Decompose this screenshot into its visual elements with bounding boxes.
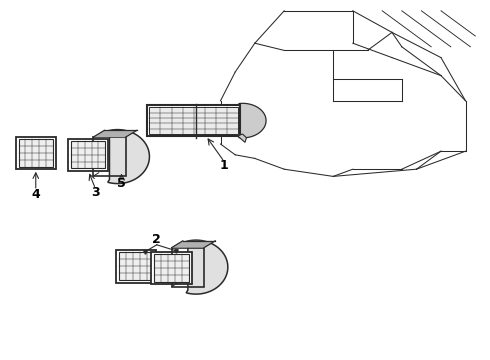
Polygon shape	[108, 130, 149, 184]
Bar	[71, 141, 105, 168]
Bar	[19, 139, 53, 167]
Bar	[68, 139, 108, 171]
Polygon shape	[186, 240, 228, 294]
Bar	[116, 250, 156, 283]
Text: 5: 5	[117, 177, 126, 190]
Text: 1: 1	[220, 159, 229, 172]
Bar	[149, 107, 238, 134]
Bar	[147, 105, 240, 136]
Text: 3: 3	[91, 186, 100, 199]
Polygon shape	[193, 106, 216, 135]
Polygon shape	[239, 103, 266, 138]
Bar	[154, 254, 189, 282]
Text: 2: 2	[152, 233, 161, 246]
Bar	[119, 252, 153, 280]
Bar	[172, 248, 204, 287]
Bar	[151, 252, 192, 284]
Polygon shape	[93, 130, 137, 137]
Polygon shape	[238, 134, 246, 142]
Bar	[93, 137, 126, 176]
Bar	[16, 137, 56, 169]
Polygon shape	[172, 241, 215, 248]
Text: 4: 4	[31, 188, 40, 201]
